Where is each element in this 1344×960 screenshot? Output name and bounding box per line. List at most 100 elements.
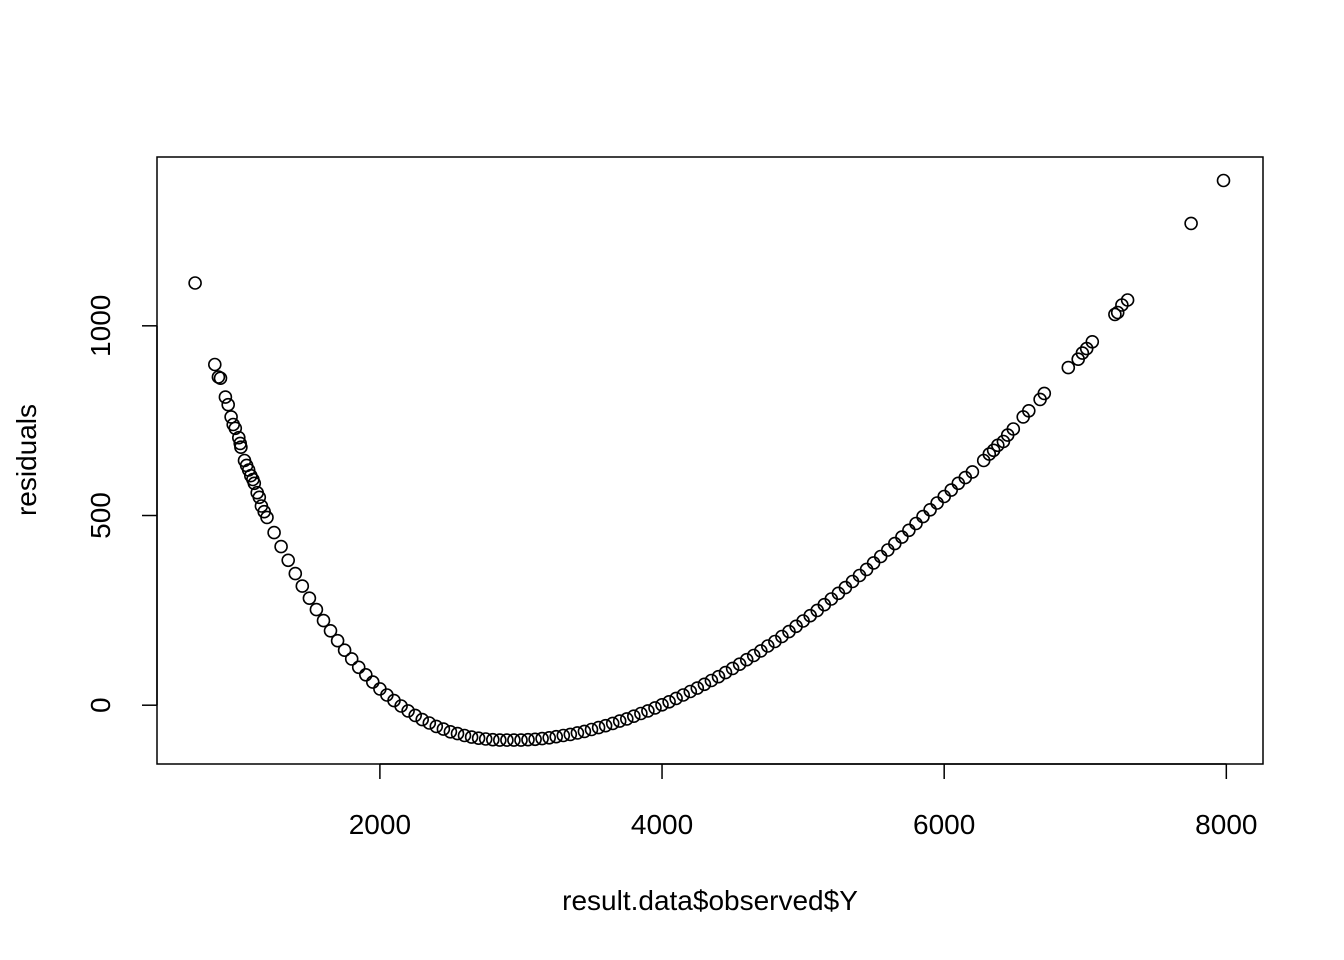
data-point xyxy=(224,410,238,424)
y-tick-label: 1000 xyxy=(85,295,116,357)
data-point xyxy=(309,602,324,617)
data-point xyxy=(753,644,768,658)
data-point xyxy=(866,556,881,570)
data-point xyxy=(916,509,930,524)
data-point xyxy=(281,553,296,568)
y-axis: 0 500 1000 xyxy=(85,295,158,713)
data-point xyxy=(221,397,235,412)
data-point xyxy=(429,719,444,734)
data-point xyxy=(542,730,557,745)
data-point xyxy=(944,483,959,497)
data-point xyxy=(1006,422,1021,436)
data-point xyxy=(535,731,549,746)
y-tick-label: 0 xyxy=(85,697,116,713)
x-tick-label: 4000 xyxy=(631,809,693,840)
data-point xyxy=(274,539,288,554)
x-axis: 2000 4000 6000 8000 xyxy=(349,763,1257,840)
data-point xyxy=(718,665,733,680)
data-point xyxy=(732,657,747,672)
data-point xyxy=(909,516,923,531)
data-point xyxy=(930,496,944,510)
data-point xyxy=(697,677,712,692)
data-point xyxy=(746,648,761,663)
data-point xyxy=(415,712,430,727)
data-point xyxy=(401,704,415,718)
data-point xyxy=(760,639,775,653)
data-point xyxy=(739,652,754,667)
data-point xyxy=(563,727,578,742)
data-point xyxy=(252,490,267,505)
y-axis-title: residuals xyxy=(11,404,42,516)
data-point xyxy=(295,579,310,593)
data-point xyxy=(626,709,641,724)
data-point xyxy=(394,699,408,713)
data-point xyxy=(443,724,458,739)
data-point xyxy=(344,652,359,666)
data-point xyxy=(1110,305,1125,320)
data-point xyxy=(669,691,683,706)
data-point xyxy=(880,543,895,557)
x-axis-title: result.data$observed$Y xyxy=(562,885,858,916)
data-point xyxy=(598,718,613,733)
data-point xyxy=(351,660,366,675)
data-point xyxy=(514,733,528,747)
data-point xyxy=(648,701,662,715)
data-point xyxy=(1108,307,1122,322)
x-tick-label: 2000 xyxy=(349,809,411,840)
data-point xyxy=(457,728,472,743)
data-point xyxy=(188,276,202,290)
data-point xyxy=(507,733,521,747)
data-point xyxy=(408,708,423,723)
data-point xyxy=(450,726,465,741)
data-point xyxy=(208,357,222,372)
data-point xyxy=(365,675,380,689)
data-point xyxy=(711,669,726,684)
data-point xyxy=(1184,216,1198,231)
data-point xyxy=(500,733,514,747)
data-point xyxy=(247,476,262,491)
data-point xyxy=(556,728,571,743)
plot-box xyxy=(156,156,1264,765)
data-point xyxy=(549,729,564,744)
data-point xyxy=(213,371,228,386)
data-point xyxy=(683,684,698,699)
data-point xyxy=(690,681,705,695)
points-layer xyxy=(188,173,1231,747)
data-point xyxy=(330,633,345,648)
data-point xyxy=(228,421,243,436)
data-point xyxy=(218,390,233,404)
data-point xyxy=(895,530,909,544)
data-point xyxy=(619,712,634,726)
data-point xyxy=(1061,360,1076,375)
data-point xyxy=(337,643,352,658)
y-tick-label: 500 xyxy=(85,492,116,539)
data-point xyxy=(316,613,331,628)
data-point xyxy=(591,720,606,735)
data-point xyxy=(634,706,648,721)
data-point xyxy=(471,731,486,746)
data-point xyxy=(584,722,599,737)
data-point xyxy=(577,724,592,739)
data-point xyxy=(704,673,719,688)
data-point xyxy=(612,714,627,728)
data-point xyxy=(422,716,437,730)
data-point xyxy=(1037,386,1052,401)
data-point xyxy=(288,566,303,581)
data-point xyxy=(662,694,676,709)
data-point xyxy=(923,502,937,517)
data-point xyxy=(323,623,338,638)
data-point xyxy=(1216,173,1231,188)
data-point xyxy=(965,465,980,479)
data-point xyxy=(302,591,317,606)
x-tick-label: 6000 xyxy=(913,809,975,840)
data-point xyxy=(982,447,997,461)
data-point xyxy=(478,732,493,746)
x-tick-label: 8000 xyxy=(1195,809,1257,840)
data-point xyxy=(775,629,789,644)
data-point xyxy=(358,667,373,682)
data-point xyxy=(521,732,535,747)
data-point xyxy=(1120,293,1135,307)
data-point xyxy=(887,536,902,551)
data-point xyxy=(641,704,655,718)
